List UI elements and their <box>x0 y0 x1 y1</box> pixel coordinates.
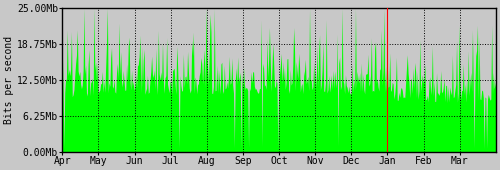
Y-axis label: Bits per second: Bits per second <box>4 36 14 124</box>
